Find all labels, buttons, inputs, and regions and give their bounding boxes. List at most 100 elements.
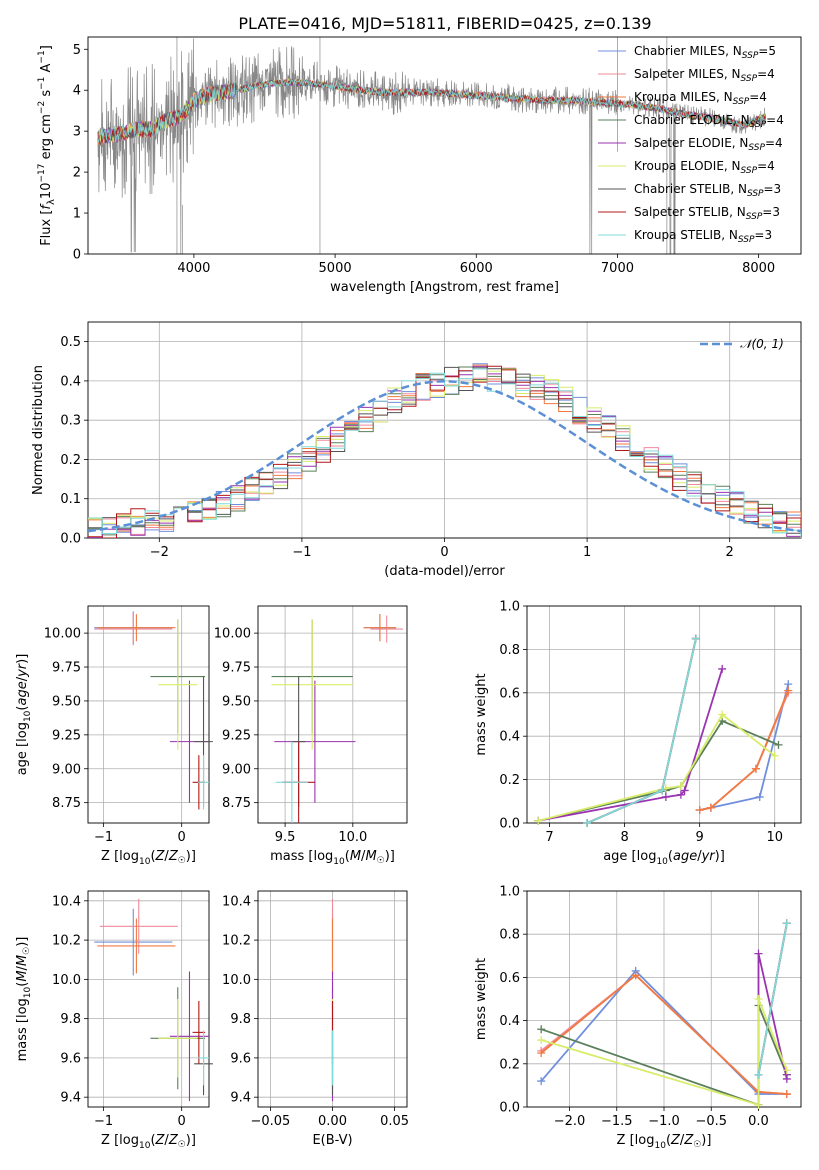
x-tick-label: 6000 <box>460 261 493 276</box>
series-marker-salpeter-elodie <box>676 790 685 799</box>
x-tick-label: 0 <box>440 545 448 560</box>
y-tick-label: 0.2 <box>499 773 520 788</box>
y-tick-label: 9.25 <box>222 728 251 743</box>
series-line-salpeter-elodie <box>757 953 788 1105</box>
plot-frame <box>257 605 408 824</box>
x-tick-label: 7000 <box>601 261 634 276</box>
y-tick-label: 0.3 <box>60 414 81 429</box>
series-marker-kroupa-miles <box>631 971 640 980</box>
spectrum-model-kroupa-stelib <box>97 78 766 144</box>
x-axis-label: Z [log10(Z/Z☉)] <box>101 1133 196 1151</box>
y-tick-label: 9.50 <box>222 694 251 709</box>
x-tick-label: −1.5 <box>601 1114 633 1129</box>
y-axis-label: mass [log10(M/M☉)] <box>15 937 33 1062</box>
legend-label: Chabrier STELIB, NSSP=3 <box>634 182 781 199</box>
x-tick-label: 10 <box>766 830 783 845</box>
y-tick-label: 9.00 <box>52 762 81 777</box>
plot-frame <box>257 890 408 1108</box>
y-tick-label: 10.4 <box>52 894 81 909</box>
y-tick-label: 1.0 <box>499 600 520 615</box>
series-marker-salpeter-elodie <box>661 792 670 801</box>
x-tick-label: 9.5 <box>275 830 296 845</box>
series-marker-chabrier-elodie <box>537 1025 546 1034</box>
y-tick-label: 10.00 <box>214 627 251 642</box>
x-tick-label: −2.0 <box>554 1114 586 1129</box>
y-tick-label: 0 <box>73 248 81 263</box>
series-line-kroupa-stelib <box>757 923 788 1075</box>
y-tick-label: 5 <box>73 43 81 58</box>
series-marker-kroupa-elodie <box>754 1100 763 1109</box>
mass-vs-ebv-panel: −0.05 0.00 0.05 9.4 9.6 9.8 10.0 10.2 10.4 E(B-V) <box>222 890 409 1148</box>
series-marker-kroupa-stelib <box>754 1070 763 1079</box>
plot-frame <box>87 36 802 255</box>
y-axis-label: Normed distribution <box>31 365 46 495</box>
x-tick-label: −0.05 <box>250 1114 290 1129</box>
series-marker-kroupa-miles <box>782 1090 791 1099</box>
y-tick-label: 0.4 <box>499 730 520 745</box>
x-axis-label: Z [log10(Z/Z☉)] <box>101 849 196 867</box>
series-marker-kroupa-miles <box>695 805 704 814</box>
y-tick-label: 10.0 <box>52 973 81 988</box>
spectrum-model-chabrier-stelib <box>97 77 766 147</box>
histogram-chabrier-miles <box>88 363 801 533</box>
y-tick-label: 0.4 <box>499 1014 520 1029</box>
y-tick-label: 0.0 <box>60 532 81 547</box>
y-tick-label: 0.5 <box>60 335 81 350</box>
series-marker-chabrier-miles <box>755 792 764 801</box>
y-axis-label: mass weight <box>474 958 489 1040</box>
y-tick-label: 0.4 <box>60 374 81 389</box>
x-tick-label: −0.5 <box>695 1114 727 1129</box>
y-tick-label: 9.75 <box>222 661 251 676</box>
y-tick-label: 9.4 <box>230 1091 251 1106</box>
massweight-vs-age-panel: 7 8 9 10 0.0 0.2 0.4 0.6 0.8 1.0 age [log10(age/yr… <box>474 600 802 867</box>
series-marker-kroupa-stelib <box>658 786 667 795</box>
series-marker-salpeter-elodie <box>754 949 763 958</box>
series-marker-kroupa-miles <box>706 803 715 812</box>
spectrum-legend: Chabrier MILES, NSSP=5 Salpeter MILES, NS… <box>598 44 784 245</box>
plot-frame <box>526 890 802 1108</box>
series-marker-kroupa-elodie <box>676 782 685 791</box>
series-marker-kroupa-stelib <box>782 919 791 928</box>
series-marker-salpeter-elodie <box>680 786 689 795</box>
series-marker-kroupa-elodie <box>718 710 727 719</box>
x-axis-label: (data-model)/error <box>384 564 505 579</box>
x-axis-label: wavelength [Angstrom, rest frame] <box>330 280 559 295</box>
x-tick-label: 2 <box>726 545 734 560</box>
histogram-chabrier-elodie <box>88 366 801 536</box>
histogram-salpeter-stelib <box>88 365 801 538</box>
plot-frame <box>87 890 210 1108</box>
series-marker-kroupa-stelib <box>691 634 700 643</box>
x-tick-label: 10.0 <box>338 830 367 845</box>
y-tick-label: 8.75 <box>222 796 251 811</box>
y-tick-label: 8.75 <box>52 796 81 811</box>
series-marker-kroupa-elodie <box>537 1036 546 1045</box>
series-marker-kroupa-miles <box>784 686 793 695</box>
y-tick-label: 4 <box>73 84 81 99</box>
y-tick-label: 10.00 <box>44 627 81 642</box>
plot-frame <box>87 321 802 539</box>
x-axis-label: E(B-V) <box>312 1133 352 1148</box>
x-tick-label: 7 <box>545 830 553 845</box>
x-axis-label: Z [log10(Z/Z☉)] <box>617 1133 712 1151</box>
series-marker-kroupa-miles <box>537 1049 546 1057</box>
x-axis-label: age [log10(age/yr)] <box>603 849 725 867</box>
y-tick-label: 2 <box>73 166 81 181</box>
series-marker-kroupa-elodie <box>770 751 779 760</box>
x-tick-label: 0.05 <box>380 1114 409 1129</box>
y-tick-label: 9.4 <box>60 1091 81 1106</box>
y-axis-label: Flux [fλ10−17 erg cm−2 s−1 A−1] <box>37 45 57 246</box>
y-tick-label: 3 <box>73 125 81 140</box>
x-tick-label: −1 <box>94 830 113 845</box>
y-tick-label: 9.50 <box>52 694 81 709</box>
series-marker-kroupa-elodie <box>754 995 763 1003</box>
x-tick-label: −2 <box>150 545 169 560</box>
legend-label: Chabrier MILES, NSSP=5 <box>634 44 776 61</box>
series-marker-kroupa-elodie <box>782 1066 791 1075</box>
series-line-kroupa-miles <box>699 690 790 811</box>
x-tick-label: 4000 <box>177 261 210 276</box>
series-line-kroupa-miles <box>540 973 787 1095</box>
series-marker-chabrier-miles <box>537 1077 546 1086</box>
legend-label: Kroupa STELIB, NSSP=3 <box>634 228 772 245</box>
series-marker-kroupa-miles <box>751 764 760 773</box>
